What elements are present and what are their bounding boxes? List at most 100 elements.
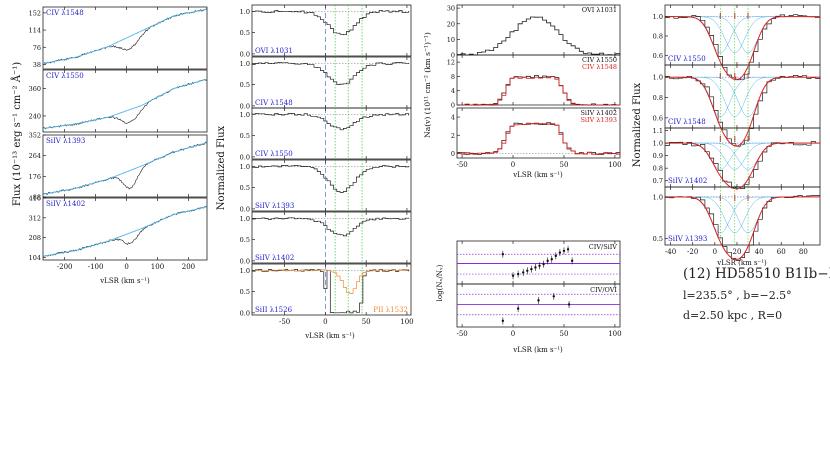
norm-panel-xtick-label: -50 — [279, 318, 290, 326]
norm-panel-frame — [251, 107, 412, 160]
flux-panel-label: CIV λ1548 — [46, 9, 84, 17]
norm-panel-ytick-label: 1.0 — [240, 111, 250, 119]
flux-panel-xtick-label: 200 — [182, 263, 195, 271]
norm-panel-xtick-label: 0 — [323, 318, 327, 326]
norm-panel-ytick-label: 1.0 — [240, 215, 250, 223]
fit-data-line — [665, 14, 820, 81]
norm-panel-frame — [251, 159, 412, 212]
nav-panel-ytick-label: 10 — [447, 36, 455, 44]
norm-panel-label: OVI λ1031 — [255, 47, 293, 55]
norm-panel-xtick-label: 50 — [362, 318, 371, 326]
ratio-data-point — [550, 257, 553, 261]
ratio-data-point — [530, 267, 533, 271]
nav-panel-xtick-label: 0 — [511, 161, 515, 169]
nav-x-axis-title: vLSR (km s⁻¹) — [512, 171, 563, 179]
continuum-fit-line — [42, 8, 207, 65]
fit-panel-ytick-label: 0.8 — [653, 165, 663, 173]
norm-panel-label: SiIV λ1402 — [255, 254, 294, 262]
nav-panel-ytick-label: 4 — [451, 114, 455, 122]
fit-component-line — [665, 142, 820, 170]
norm-panel-ytick-label: 0.5 — [240, 236, 250, 244]
fit-component-line — [665, 196, 820, 234]
fit-model-line — [665, 196, 820, 261]
fit-panel-ytick-label: 1.0 — [653, 13, 663, 21]
ratio-panel-xtick-label: 50 — [560, 330, 569, 338]
fit-panel-ytick-label: 0.8 — [653, 32, 663, 40]
fit-panel-ytick-label: 0.7 — [653, 177, 663, 185]
norm-secondary-flux-line — [252, 269, 409, 294]
norm-panel-ytick-label: 1.0 — [240, 60, 250, 68]
nav-profile-line — [457, 16, 621, 56]
nav-y-axis-title: Na(v) (10¹¹ cm⁻² (km s⁻¹)⁻¹) — [423, 32, 432, 138]
norm-panel-ytick-label: 0.5 — [240, 132, 250, 140]
norm-panel-ytick-label: 0.5 — [240, 81, 250, 89]
fit-component-line — [665, 16, 820, 53]
fit-panel-ytick-label: 1.0 — [653, 140, 663, 148]
ratio-data-point — [516, 307, 520, 310]
fit-panel-ytick-label: 1.1 — [653, 127, 663, 135]
flux-panel-ytick-label: 416 — [29, 195, 41, 203]
flux-panel-ytick-label: 208 — [29, 234, 41, 242]
continuum-fit-line — [42, 78, 207, 130]
flux-panel-frame — [42, 197, 208, 261]
norm-panel-frame — [251, 4, 412, 57]
ratio-data-point — [558, 251, 562, 254]
nav-profile-line — [457, 75, 620, 106]
norm-panel-ytick-label: 0.5 — [240, 288, 250, 296]
norm-panel-xtick-label: 100 — [400, 318, 413, 326]
fit-panel-ytick-label: 0.8 — [653, 94, 663, 102]
fit-panel-xtick-label: 0 — [713, 248, 717, 256]
norm-panel-label: SiII λ1526 — [255, 306, 293, 314]
fit-x-axis-title: vLSR (km s⁻¹) — [716, 259, 767, 267]
fit-panel-label: SiIV λ1402 — [668, 177, 707, 185]
nav-panel-ytick-label: 0 — [451, 52, 455, 60]
fit-panel-ytick-label: 0.6 — [653, 52, 663, 60]
flux-panel-ytick-label: 176 — [29, 173, 41, 181]
ratio-data-point — [570, 259, 574, 263]
nav-panel-frame — [456, 107, 621, 159]
norm-panel-frame — [251, 211, 412, 264]
norm-panel-frame — [251, 263, 412, 316]
ratio-data-point — [516, 272, 520, 276]
ratio-data-point — [552, 295, 555, 298]
norm-flux-line — [252, 113, 409, 131]
ratio-panel-label: CIV/OVI — [590, 286, 617, 294]
ratio-x-axis-title: vLSR (km s⁻¹) — [512, 346, 563, 354]
ratio-data-point — [511, 274, 515, 277]
fit-panel-xtick-label: 20 — [733, 248, 742, 256]
flux-panel-ytick-label: 360 — [29, 85, 41, 93]
ratio-data-point — [522, 271, 525, 274]
flux-panel-ytick-label: 114 — [29, 27, 41, 35]
nav-panel-ytick-label: 0 — [451, 150, 455, 158]
ratio-data-point — [526, 269, 529, 272]
ratio-data-point — [567, 303, 571, 306]
flux-panel-frame — [42, 134, 208, 198]
norm-flux-line — [252, 165, 409, 193]
ratio-data-point — [501, 253, 505, 256]
flux-panel-ytick-label: 152 — [29, 9, 41, 17]
flux-panel-frame — [42, 69, 208, 133]
flux-panel-xtick-label: -200 — [57, 263, 73, 271]
fit-panel-xtick-label: 60 — [777, 248, 786, 256]
norm-panel-ytick-label: 0.0 — [240, 205, 250, 213]
nav-panel-xtick-label: -50 — [456, 161, 467, 169]
ratio-data-point — [562, 249, 566, 253]
nav-panel-label: CIV λ1548 — [582, 63, 617, 71]
flux-spectrum-line — [42, 79, 207, 130]
flux-panel-ytick-label: 264 — [29, 152, 41, 160]
fit-panel-xtick-label: 80 — [799, 248, 808, 256]
ratio-panel-xtick-label: -50 — [456, 330, 467, 338]
fit-panel-xtick-label: -20 — [687, 248, 698, 256]
fit-panel-ytick-label: 0.5 — [653, 235, 663, 243]
ratio-data-point — [501, 319, 505, 323]
ratio-data-point — [546, 259, 549, 263]
ratio-data-point — [538, 264, 541, 268]
flux-panel-xtick-label: 100 — [151, 263, 164, 271]
nav-panel-xtick-label: 100 — [608, 161, 621, 169]
fit-panel-xtick-label: 40 — [755, 248, 764, 256]
fit-model-line — [665, 76, 820, 147]
fit-panel-frame — [664, 186, 821, 246]
norm-panel-label: CIV λ1548 — [255, 99, 293, 107]
norm-x-axis-title: vLSR (km s⁻¹) — [304, 332, 355, 340]
